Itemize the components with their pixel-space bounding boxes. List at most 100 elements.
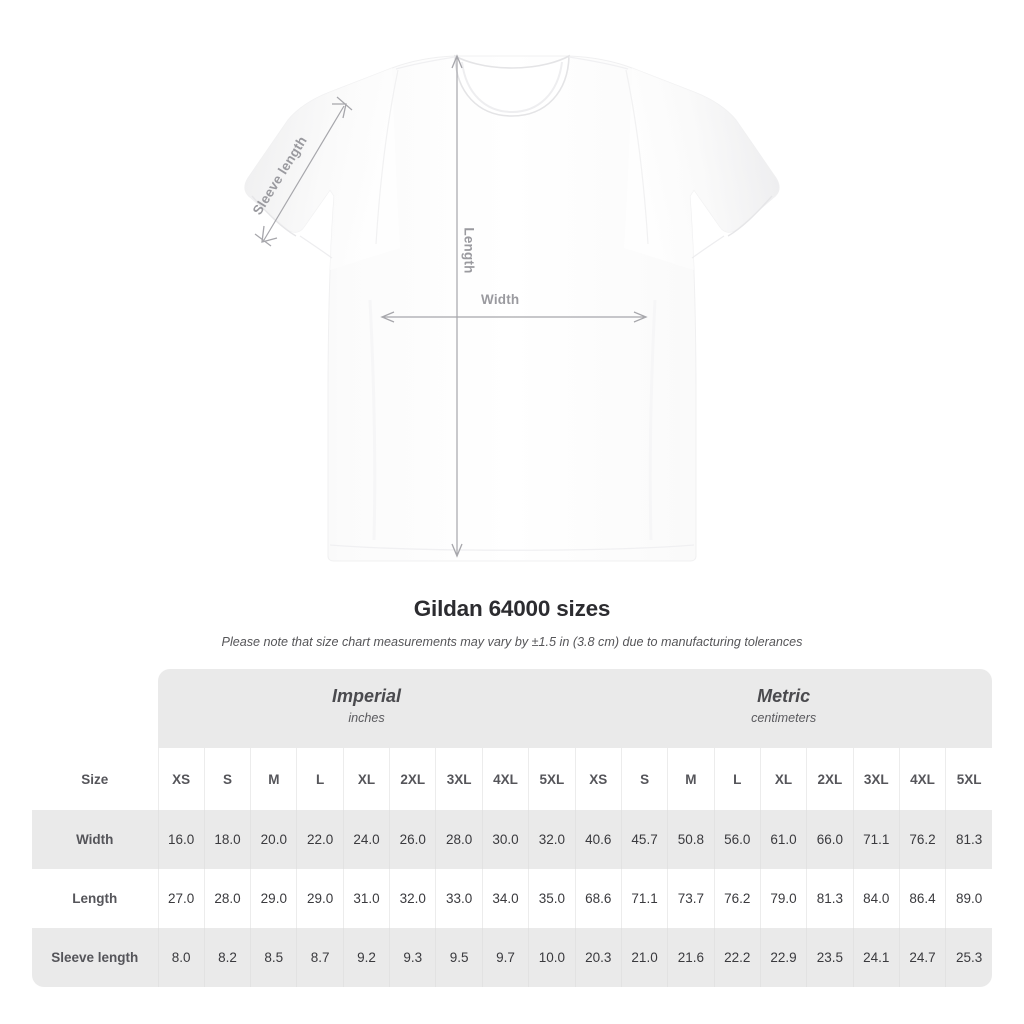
data-cell: 66.0: [806, 810, 854, 869]
row-label: Length: [32, 869, 158, 928]
data-cell: 28.0: [203, 869, 251, 928]
size-header-label: Size: [32, 748, 158, 810]
data-cell: 84.0: [852, 869, 900, 928]
row-label: Sleeve length: [32, 928, 158, 987]
size-header-row: Size XS S M L XL 2XL 3XL 4XL 5XL XS S M …: [32, 748, 993, 810]
data-cell: 24.0: [342, 810, 390, 869]
size-header-cell: 2XL: [389, 748, 436, 810]
system-unit-metric: centimeters: [751, 710, 817, 725]
shirt-body-shape: [244, 54, 780, 562]
data-cell: 25.3: [945, 928, 993, 987]
chart-heading: Gildan 64000 sizes Please note that size…: [0, 596, 1024, 649]
data-cell: 20.3: [574, 928, 622, 987]
data-cell: 9.7: [481, 928, 529, 987]
data-cell: 28.0: [435, 810, 483, 869]
data-cell: 9.5: [435, 928, 483, 987]
tshirt-graphic: [244, 54, 780, 562]
system-name-metric: Metric: [757, 686, 811, 707]
size-chart-table: Imperial inches Metric centimeters Size …: [32, 669, 993, 987]
data-cell: 9.2: [342, 928, 390, 987]
system-unit-imperial: inches: [348, 710, 385, 725]
size-header-cell: S: [620, 748, 668, 810]
data-cell: 8.2: [203, 928, 251, 987]
size-header-cell: L: [713, 748, 761, 810]
width-dimension-line: [380, 311, 648, 323]
data-cell: 22.9: [759, 928, 807, 987]
data-cell: 24.7: [898, 928, 946, 987]
data-cell: 40.6: [574, 810, 622, 869]
data-cell: 61.0: [759, 810, 807, 869]
length-label: Length: [461, 227, 477, 274]
shirt-illustration: Sleeve length Length Width: [244, 54, 780, 562]
size-header-cell: M: [667, 748, 715, 810]
sleeve-length-dimension-line: [254, 96, 353, 247]
size-header-cell: 3XL: [852, 748, 900, 810]
data-cell: 31.0: [342, 869, 390, 928]
size-header-cell: XL: [759, 748, 807, 810]
width-label: Width: [481, 292, 520, 307]
data-cell: 8.7: [296, 928, 344, 987]
size-header-cell: 3XL: [435, 748, 483, 810]
size-header-cell: XL: [342, 748, 390, 810]
data-cell: 89.0: [945, 869, 993, 928]
data-cell: 26.0: [389, 810, 436, 869]
data-cell: 16.0: [157, 810, 205, 869]
system-header-row: Imperial inches Metric centimeters: [32, 669, 993, 748]
data-cell: 50.8: [667, 810, 715, 869]
data-cell: 33.0: [435, 869, 483, 928]
data-cell: 9.3: [389, 928, 436, 987]
data-cell: 8.0: [157, 928, 205, 987]
data-cell: 23.5: [806, 928, 854, 987]
size-table-container: Imperial inches Metric centimeters Size …: [32, 669, 993, 987]
data-cell: 56.0: [713, 810, 761, 869]
tolerance-note: Please note that size chart measurements…: [221, 635, 803, 649]
data-cell: 22.2: [713, 928, 761, 987]
data-cell: 30.0: [481, 810, 529, 869]
data-cell: 8.5: [250, 928, 297, 987]
data-cell: 71.1: [620, 869, 668, 928]
data-cell: 81.3: [945, 810, 993, 869]
data-cell: 32.0: [528, 810, 576, 869]
data-cell: 27.0: [157, 869, 205, 928]
data-cell: 32.0: [389, 869, 436, 928]
size-header-cell: XS: [574, 748, 622, 810]
data-cell: 79.0: [759, 869, 807, 928]
data-cell: 81.3: [806, 869, 854, 928]
page-title: Gildan 64000 sizes: [413, 596, 611, 621]
length-dimension-line: [451, 54, 463, 558]
data-cell: 45.7: [620, 810, 668, 869]
size-header-cell: 2XL: [806, 748, 854, 810]
data-cell: 76.2: [713, 869, 761, 928]
system-header-metric: Metric centimeters: [575, 669, 993, 748]
data-cell: 21.6: [667, 928, 715, 987]
data-cell: 29.0: [250, 869, 297, 928]
table-row: Sleeve length 8.0 8.2 8.5 8.7 9.2 9.3 9.…: [32, 928, 993, 987]
size-header-cell: 5XL: [945, 748, 993, 810]
system-name-imperial: Imperial: [332, 686, 402, 707]
data-cell: 24.1: [852, 928, 900, 987]
data-cell: 20.0: [250, 810, 297, 869]
data-cell: 35.0: [528, 869, 576, 928]
data-cell: 18.0: [203, 810, 251, 869]
data-cell: 29.0: [296, 869, 344, 928]
size-header-cell: 4XL: [898, 748, 946, 810]
table-row: Length 27.0 28.0 29.0 29.0 31.0 32.0 33.…: [32, 869, 993, 928]
table-row: Width 16.0 18.0 20.0 22.0 24.0 26.0 28.0…: [32, 810, 993, 869]
system-header-spacer: [32, 669, 158, 748]
size-header-cell: L: [296, 748, 344, 810]
row-label: Width: [32, 810, 158, 869]
data-cell: 10.0: [528, 928, 576, 987]
data-cell: 71.1: [852, 810, 900, 869]
data-cell: 73.7: [667, 869, 715, 928]
data-cell: 68.6: [574, 869, 622, 928]
data-cell: 22.0: [296, 810, 344, 869]
size-header-cell: XS: [157, 748, 205, 810]
size-header-cell: 4XL: [481, 748, 529, 810]
data-cell: 34.0: [481, 869, 529, 928]
size-header-cell: M: [250, 748, 297, 810]
dimension-lines: [254, 54, 648, 558]
size-header-cell: S: [203, 748, 251, 810]
system-header-imperial: Imperial inches: [158, 669, 576, 748]
size-header-cell: 5XL: [528, 748, 576, 810]
data-cell: 86.4: [898, 869, 946, 928]
